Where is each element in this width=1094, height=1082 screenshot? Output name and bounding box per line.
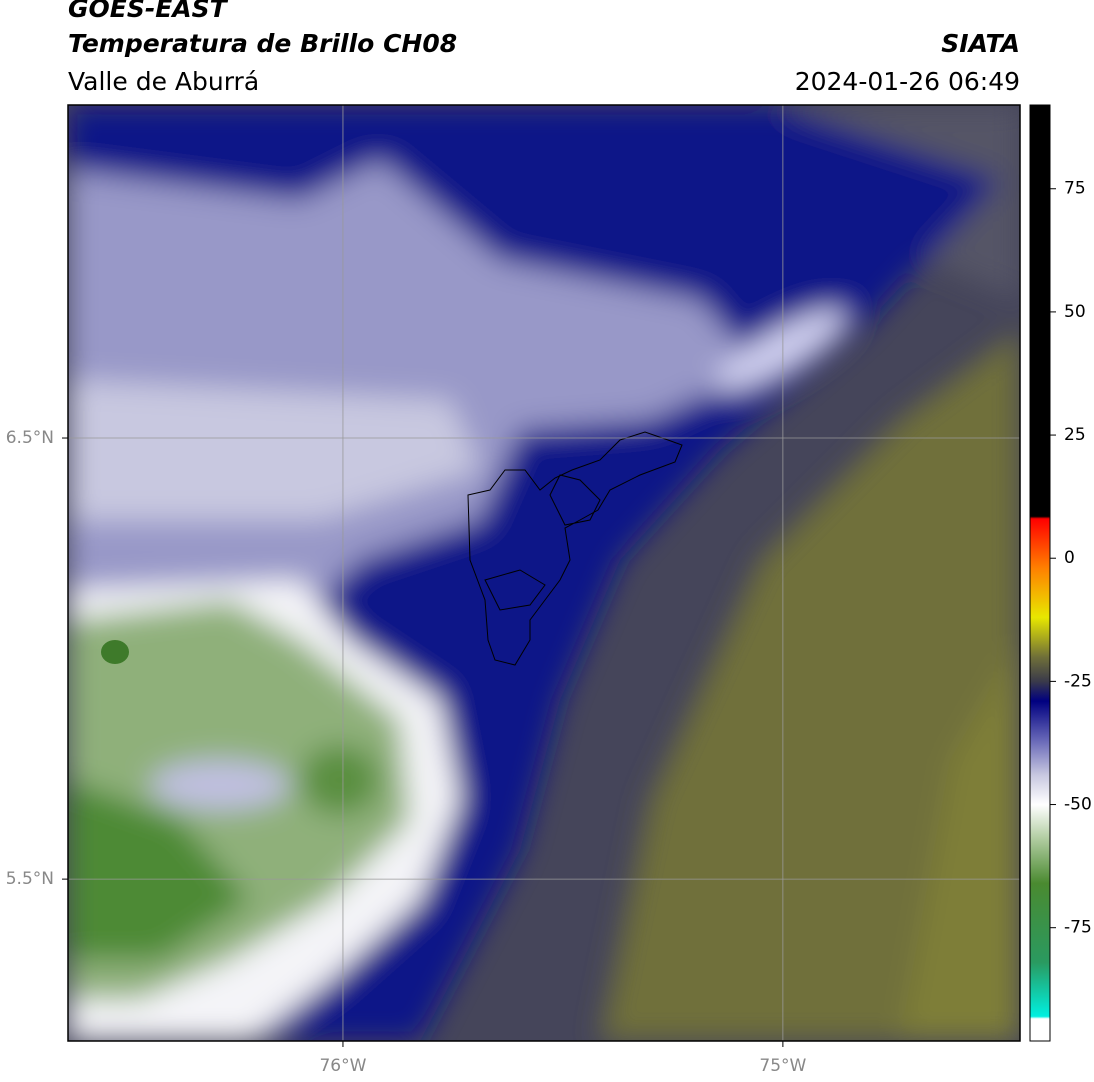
satellite-image — [68, 105, 1020, 1041]
colorbar — [1029, 104, 1051, 1042]
colorbar-label: 75 — [1064, 179, 1086, 199]
region: Valle de Aburrá — [68, 67, 259, 96]
colorbar-label: 25 — [1064, 425, 1086, 445]
title: GOES-EAST — [68, 0, 229, 23]
lon-label: 75°W — [759, 1056, 806, 1076]
datetime: 2024-01-26 06:49 — [795, 67, 1020, 96]
colorbar-label: -50 — [1064, 795, 1092, 815]
colorbar-label: 0 — [1064, 548, 1075, 568]
lat-label: 5.5°N — [6, 869, 54, 889]
colorbar-label: -75 — [1064, 918, 1092, 938]
subtitle: Temperatura de Brillo CH08 — [68, 29, 457, 58]
lat-label: 6.5°N — [6, 428, 54, 448]
lon-label: 76°W — [319, 1056, 366, 1076]
source: SIATA — [941, 29, 1020, 58]
colorbar-label: -25 — [1064, 671, 1092, 691]
colorbar-label: 50 — [1064, 302, 1086, 322]
map-frame — [67, 104, 1021, 1042]
